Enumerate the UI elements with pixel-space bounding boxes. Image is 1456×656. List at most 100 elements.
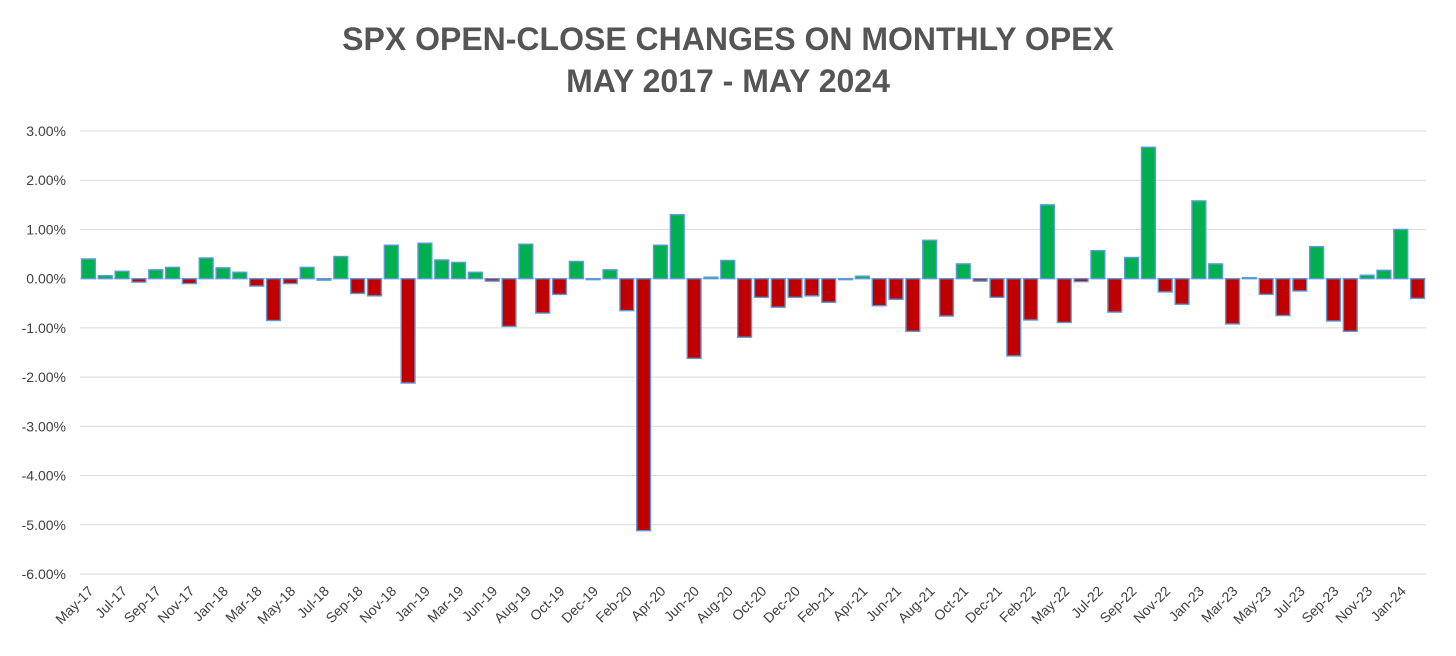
bar: [1208, 263, 1224, 280]
bar: [1191, 200, 1207, 280]
bar: [619, 277, 635, 312]
bar: [366, 277, 383, 297]
bar: [922, 239, 938, 280]
bar: [535, 277, 551, 314]
x-tick-label: May-22: [1028, 583, 1072, 627]
bar: [1224, 277, 1241, 325]
y-tick-label: -6.00%: [22, 566, 66, 582]
bar: [80, 258, 97, 280]
bar: [837, 277, 854, 281]
x-tick-label: Mar-19: [424, 583, 467, 626]
bar: [417, 242, 433, 280]
y-tick-label: -3.00%: [22, 418, 66, 434]
bar: [568, 260, 584, 280]
x-tick-label: Apr-21: [829, 583, 870, 624]
bar: [265, 277, 282, 322]
bar: [1123, 256, 1140, 280]
x-tick-label: Nov-17: [154, 583, 197, 626]
y-tick-label: 1.00%: [26, 221, 66, 237]
bar: [181, 277, 197, 285]
bar: [1174, 277, 1190, 305]
bar: [232, 271, 248, 280]
x-tick-label: Sep-22: [1096, 583, 1139, 626]
bar: [1090, 249, 1106, 280]
chart-title: SPX OPEN-CLOSE CHANGES ON MONTHLY OPEX M…: [0, 18, 1456, 102]
bar: [1325, 277, 1342, 322]
bar: [703, 276, 719, 280]
bar: [551, 277, 568, 296]
bar-layer: [80, 146, 1426, 532]
bar: [905, 277, 921, 333]
bar: [1006, 277, 1022, 357]
x-tick-label: Aug-19: [491, 583, 534, 626]
bar: [1342, 277, 1358, 333]
x-tick-label: Nov-23: [1332, 583, 1375, 626]
bar: [1107, 277, 1123, 313]
x-tick-label: Jan-24: [1367, 583, 1409, 625]
x-tick-label: Dec-20: [760, 583, 803, 626]
bar: [1023, 277, 1039, 321]
x-tick-label: Aug-21: [895, 583, 938, 626]
bar: [164, 266, 181, 280]
y-tick-label: -1.00%: [22, 320, 66, 336]
bar: [686, 277, 702, 360]
bar: [333, 255, 349, 280]
bar: [383, 244, 399, 280]
x-tick-label: Nov-22: [1130, 583, 1173, 626]
y-tick-label: 2.00%: [26, 172, 66, 188]
bar: [770, 277, 786, 308]
x-tick-label: May-23: [1230, 583, 1274, 627]
x-tick-label: Apr-20: [628, 583, 669, 624]
y-tick-label: 3.00%: [26, 123, 66, 139]
bar: [720, 259, 736, 280]
bar: [602, 269, 618, 280]
x-tick-label: Nov-18: [356, 583, 399, 626]
x-tick-label: Sep-18: [322, 583, 365, 626]
bar: [1409, 277, 1426, 300]
bar: [1056, 277, 1072, 324]
bar: [972, 277, 988, 282]
x-tick-label: May-18: [254, 583, 298, 627]
bar: [249, 277, 265, 287]
x-tick-label: Sep-17: [121, 583, 164, 626]
bar: [1376, 269, 1392, 280]
x-tick-label: Aug-20: [693, 583, 736, 626]
bar: [804, 277, 820, 297]
bar: [1359, 274, 1375, 280]
bar: [484, 277, 500, 282]
y-tick-label: -2.00%: [22, 369, 66, 385]
bar: [989, 277, 1005, 299]
bar: [131, 277, 147, 283]
bar: [518, 243, 534, 280]
bar: [282, 277, 298, 285]
bar: [652, 244, 669, 280]
bar: [1393, 228, 1409, 280]
chart-subtitle-line: MAY 2017 - MAY 2024: [566, 63, 890, 99]
bar: [198, 257, 214, 280]
y-axis: 3.00% 2.00% 1.00% 0.00% -1.00% -2.00% -3.00% -4…: [22, 123, 66, 582]
y-tick-label: -5.00%: [22, 517, 66, 533]
bar: [1241, 276, 1257, 280]
x-tick-label: Feb-21: [794, 583, 837, 626]
bar: [1140, 146, 1156, 280]
bar: [1309, 245, 1325, 280]
bar: [871, 277, 887, 307]
bar: [434, 259, 450, 280]
bar: [1157, 277, 1173, 293]
bar: [753, 277, 770, 299]
bar: [97, 275, 113, 280]
x-tick-label: Feb-20: [592, 583, 635, 626]
bar: [1275, 277, 1291, 317]
x-tick-label: Dec-21: [962, 583, 1005, 626]
bar: [299, 266, 315, 280]
bar: [215, 267, 231, 280]
bar: [955, 263, 971, 280]
bar: [350, 277, 366, 295]
bar: [1292, 277, 1308, 292]
grid-layer: [80, 130, 1426, 575]
bar: [316, 277, 332, 281]
chart-title-line: SPX OPEN-CLOSE CHANGES ON MONTHLY OPEX: [342, 21, 1114, 57]
bar: [1073, 277, 1089, 283]
x-tick-label: Dec-19: [558, 583, 601, 626]
